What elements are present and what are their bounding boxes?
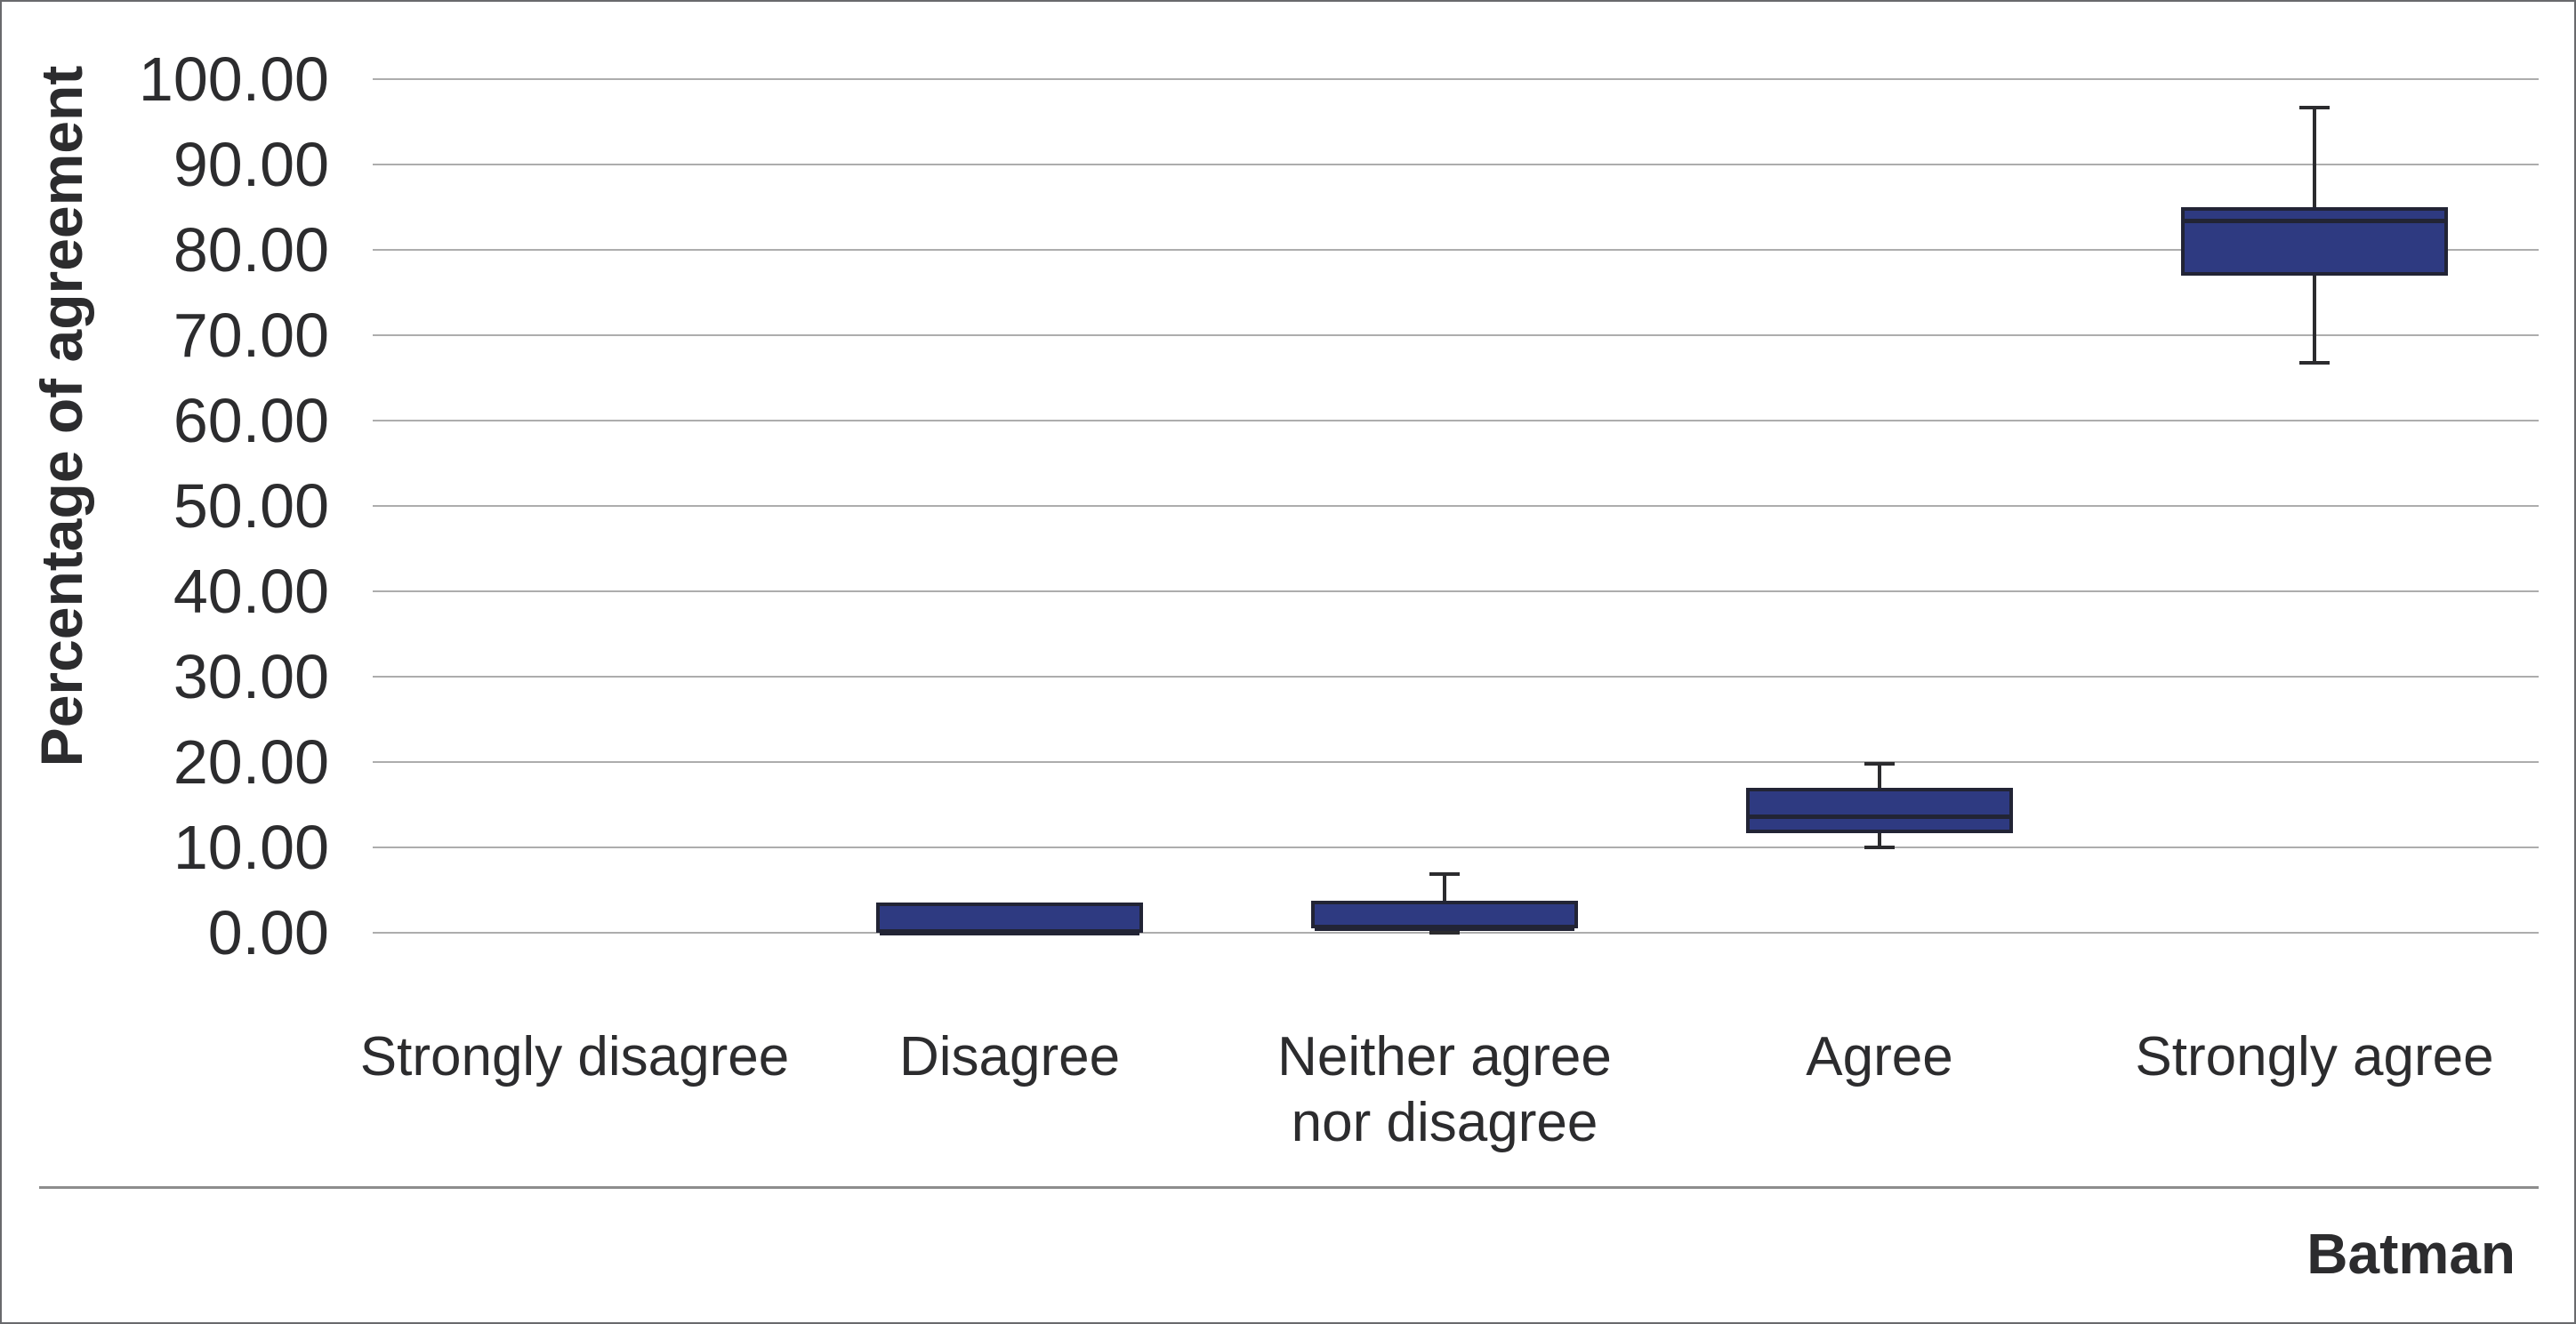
- box: [1311, 900, 1578, 929]
- y-axis-tick-label: 100.00: [138, 44, 329, 114]
- gridline: [373, 847, 2539, 848]
- upper-whisker-cap: [2299, 105, 2330, 109]
- upper-whisker-cap: [1864, 761, 1895, 766]
- y-axis-tick-label: 90.00: [173, 130, 329, 199]
- lower-whisker-line: [2313, 275, 2316, 363]
- gridline: [373, 334, 2539, 336]
- median-line: [1315, 926, 1574, 931]
- upper-whisker-line: [1443, 873, 1446, 901]
- category-label: Neither agree nor disagree: [1277, 1026, 1612, 1153]
- lower-whisker-cap: [1864, 846, 1895, 849]
- median-line: [880, 930, 1139, 935]
- category-label: Strongly disagree: [359, 1026, 790, 1087]
- lower-whisker-line: [1878, 832, 1881, 847]
- y-axis-tick-label: 20.00: [173, 727, 329, 797]
- category-label: Agree: [1806, 1026, 1953, 1087]
- y-axis-tick-label: 70.00: [173, 301, 329, 370]
- category-label: Strongly agree: [2135, 1026, 2494, 1087]
- y-axis-tick-label: 40.00: [173, 557, 329, 626]
- y-axis-tick-label: 60.00: [173, 386, 329, 455]
- gridline: [373, 590, 2539, 592]
- gridline: [373, 78, 2539, 80]
- lower-whisker-cap: [2299, 360, 2330, 365]
- median-line: [2185, 218, 2444, 223]
- y-axis-tick-label: 0.00: [207, 898, 329, 967]
- lower-whisker-cap: [1429, 931, 1460, 935]
- series-label: Batman: [2306, 1222, 2516, 1286]
- gridline: [373, 761, 2539, 763]
- y-axis-tick-label: 50.00: [173, 471, 329, 541]
- gridline: [373, 676, 2539, 678]
- gridline: [373, 420, 2539, 421]
- y-axis-tick-label: 30.00: [173, 642, 329, 711]
- box: [1746, 787, 2013, 833]
- y-axis-tick-label: 80.00: [173, 215, 329, 285]
- category-label: Disagree: [898, 1026, 1121, 1087]
- median-line: [1750, 814, 2009, 819]
- upper-whisker-line: [1878, 763, 1881, 788]
- gridline: [373, 505, 2539, 507]
- gridline: [373, 249, 2539, 251]
- y-axis-tick-label: 10.00: [173, 813, 329, 882]
- box: [2181, 207, 2448, 276]
- upper-whisker-cap: [1429, 871, 1460, 876]
- upper-whisker-line: [2313, 107, 2316, 207]
- box: [876, 903, 1143, 933]
- category-axis-separator: [39, 1186, 2539, 1189]
- gridline: [373, 164, 2539, 165]
